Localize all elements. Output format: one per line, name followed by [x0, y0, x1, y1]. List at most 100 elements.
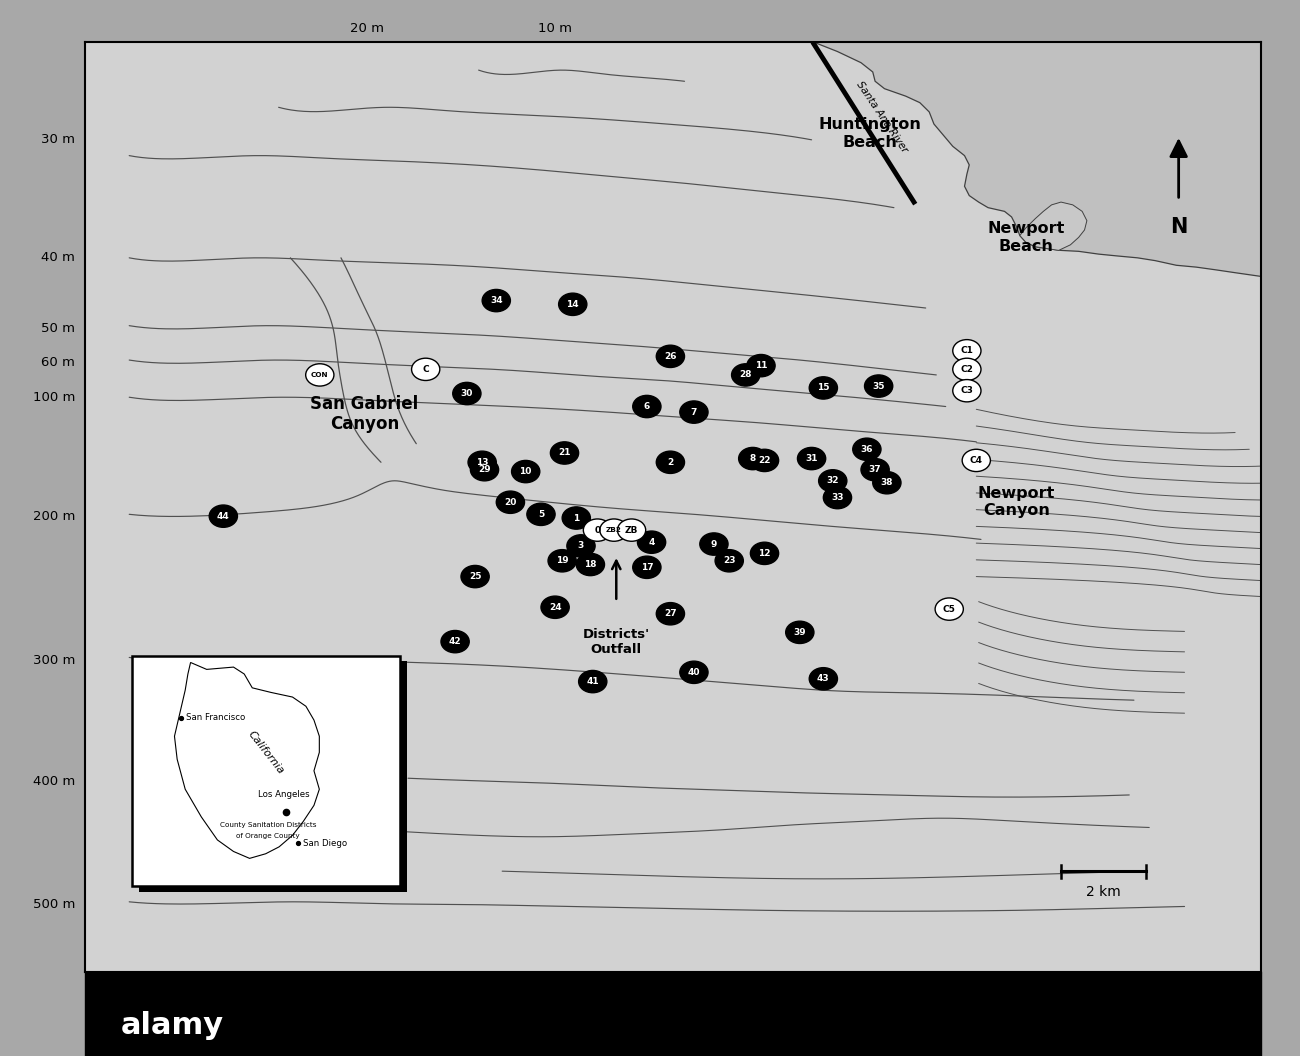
Circle shape — [497, 491, 524, 513]
Text: 35: 35 — [872, 381, 885, 391]
Text: 20: 20 — [504, 497, 516, 507]
Text: C1: C1 — [961, 346, 974, 355]
Circle shape — [715, 549, 744, 572]
Circle shape — [550, 441, 578, 465]
Text: 10: 10 — [520, 467, 532, 476]
Text: California: California — [246, 729, 286, 776]
Circle shape — [576, 553, 604, 576]
Circle shape — [562, 507, 590, 529]
Polygon shape — [1019, 202, 1087, 250]
Text: 10 m: 10 m — [538, 22, 572, 35]
Circle shape — [578, 671, 607, 693]
Circle shape — [306, 363, 334, 386]
Circle shape — [953, 340, 982, 362]
Text: 7: 7 — [690, 408, 697, 417]
Text: 31: 31 — [805, 454, 818, 464]
Circle shape — [512, 460, 540, 483]
Text: 14: 14 — [567, 300, 578, 308]
FancyBboxPatch shape — [139, 661, 407, 891]
Circle shape — [549, 549, 576, 572]
Text: 18: 18 — [584, 560, 597, 569]
Circle shape — [872, 472, 901, 494]
Text: 42: 42 — [448, 637, 461, 646]
Text: 15: 15 — [818, 383, 829, 393]
Circle shape — [953, 379, 982, 402]
Text: 25: 25 — [469, 572, 481, 581]
Text: 21: 21 — [558, 449, 571, 457]
Text: 37: 37 — [868, 466, 881, 474]
Text: Santa Ana River: Santa Ana River — [854, 79, 910, 154]
Circle shape — [656, 603, 685, 625]
Circle shape — [953, 358, 982, 380]
Text: 2 km: 2 km — [1086, 885, 1121, 899]
Text: 8: 8 — [750, 454, 755, 464]
Circle shape — [452, 382, 481, 404]
Text: 100 m: 100 m — [32, 391, 75, 403]
Text: 60 m: 60 m — [42, 356, 75, 370]
Circle shape — [732, 363, 759, 386]
Circle shape — [584, 518, 611, 542]
Text: 32: 32 — [827, 476, 839, 486]
Circle shape — [633, 395, 660, 418]
Circle shape — [699, 533, 728, 555]
Circle shape — [935, 598, 963, 620]
Text: 28: 28 — [740, 371, 751, 379]
Text: alamy: alamy — [121, 1011, 225, 1040]
Polygon shape — [814, 42, 1261, 277]
Circle shape — [412, 358, 439, 380]
Circle shape — [819, 470, 846, 492]
Text: 41: 41 — [586, 677, 599, 686]
Text: Los Angeles: Los Angeles — [257, 790, 309, 799]
Text: 200 m: 200 m — [32, 510, 75, 523]
Circle shape — [656, 451, 685, 473]
Text: 30 m: 30 m — [42, 133, 75, 147]
Text: 40: 40 — [688, 667, 701, 677]
Polygon shape — [174, 662, 320, 859]
Circle shape — [541, 596, 569, 619]
Circle shape — [680, 661, 708, 683]
Circle shape — [864, 375, 893, 397]
Circle shape — [853, 438, 881, 460]
Text: C4: C4 — [970, 456, 983, 465]
Circle shape — [468, 451, 497, 473]
Text: Districts'
Outfall: Districts' Outfall — [582, 627, 650, 656]
Circle shape — [462, 565, 489, 588]
Circle shape — [637, 531, 666, 553]
Text: County Sanitation Districts: County Sanitation Districts — [220, 822, 316, 828]
Text: San Francisco: San Francisco — [186, 713, 246, 722]
Text: 22: 22 — [758, 456, 771, 465]
Text: 400 m: 400 m — [32, 774, 75, 788]
Bar — [84, 972, 1261, 1056]
Text: C2: C2 — [961, 364, 974, 374]
Text: C: C — [422, 364, 429, 374]
Circle shape — [823, 487, 852, 509]
Circle shape — [559, 294, 586, 316]
Circle shape — [738, 448, 767, 470]
Circle shape — [441, 630, 469, 653]
Text: Huntington
Beach: Huntington Beach — [819, 117, 922, 150]
Circle shape — [962, 449, 991, 472]
Text: 500 m: 500 m — [32, 898, 75, 911]
Circle shape — [618, 518, 646, 542]
Circle shape — [633, 557, 660, 579]
Text: CON: CON — [311, 372, 329, 378]
Text: 34: 34 — [490, 296, 503, 305]
Text: 39: 39 — [793, 628, 806, 637]
Text: 44: 44 — [217, 512, 230, 521]
Text: 5: 5 — [538, 510, 545, 518]
Circle shape — [471, 458, 499, 480]
Circle shape — [656, 345, 685, 367]
Circle shape — [599, 518, 628, 542]
Text: 19: 19 — [556, 557, 568, 565]
Circle shape — [750, 449, 779, 472]
Circle shape — [747, 355, 775, 377]
Text: 300 m: 300 m — [32, 654, 75, 666]
Text: N: N — [1170, 216, 1187, 237]
Circle shape — [861, 458, 889, 480]
Circle shape — [750, 542, 779, 565]
Circle shape — [526, 503, 555, 526]
Text: 40 m: 40 m — [42, 251, 75, 264]
Circle shape — [567, 534, 595, 558]
Text: C5: C5 — [942, 605, 956, 614]
Text: Newport
Beach: Newport Beach — [987, 221, 1065, 253]
